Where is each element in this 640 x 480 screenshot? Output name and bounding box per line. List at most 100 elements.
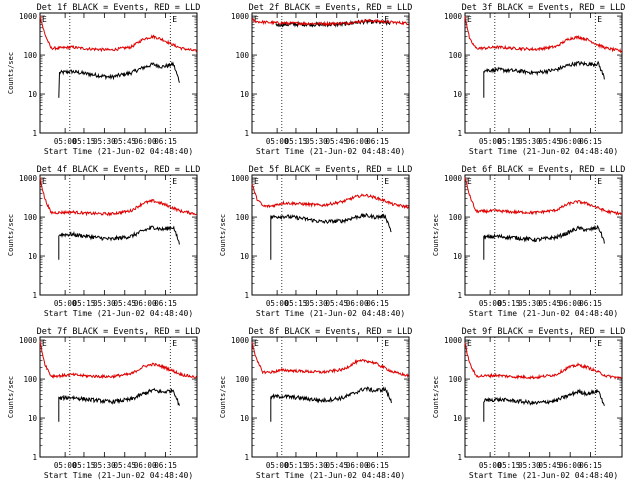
x-tick-label: 06:00 <box>559 137 582 146</box>
plot-frame <box>251 12 410 134</box>
series-line-lld <box>251 183 409 210</box>
x-tick-label: 05:30 <box>305 461 328 470</box>
y-tick-label: 10 <box>453 90 463 99</box>
y-tick-label: 100 <box>23 51 37 60</box>
x-tick-label: 06:00 <box>134 299 157 308</box>
series-line-events <box>270 212 392 260</box>
marker-e-right: E <box>597 177 602 186</box>
y-tick-label: 1000 <box>444 336 463 345</box>
x-tick-label: 05:45 <box>538 299 561 308</box>
x-tick-label: 06:00 <box>346 461 369 470</box>
x-tick-label: 06:15 <box>579 299 602 308</box>
plot-frame <box>251 336 410 458</box>
x-tick-label: 06:00 <box>559 299 582 308</box>
x-axis-label: Start Time (21-Jun-02 04:48:40) <box>44 147 193 156</box>
x-tick-label: 05:45 <box>325 137 348 146</box>
series-line-lld <box>39 15 197 53</box>
plot-frame <box>464 174 623 296</box>
marker-e-left: E <box>467 15 472 24</box>
x-tick-label: 05:30 <box>93 299 116 308</box>
x-tick-label: 05:00 <box>266 137 289 146</box>
x-tick-label: 05:45 <box>538 137 561 146</box>
chart-title: Det 7f BLACK = Events, RED = LLD <box>37 327 201 337</box>
series-line-lld <box>464 177 622 216</box>
marker-e-left: E <box>42 177 47 186</box>
plot-frame <box>251 174 410 296</box>
y-tick-label: 100 <box>448 51 462 60</box>
series-line-events <box>483 224 605 260</box>
series-line-events <box>58 387 180 422</box>
y-tick-label: 10 <box>28 414 38 423</box>
marker-e-left: E <box>254 339 259 348</box>
x-axis-label: Start Time (21-Jun-02 04:48:40) <box>469 471 618 480</box>
marker-e-right: E <box>384 339 389 348</box>
y-tick-label: 1 <box>32 453 37 462</box>
x-tick-label: 05:45 <box>538 461 561 470</box>
panel-det-4: Det 4f BLACK = Events, RED = LLD 1 10 100 10… <box>7 165 200 318</box>
y-axis-label: Counts/sec <box>7 214 15 256</box>
x-axis-label: Start Time (21-Jun-02 04:48:40) <box>256 309 405 318</box>
x-tick-label: 05:30 <box>305 137 328 146</box>
x-tick-label: 06:00 <box>346 299 369 308</box>
series-line-lld <box>464 342 622 380</box>
x-tick-label: 05:45 <box>325 299 348 308</box>
chart-title: Det 8f BLACK = Events, RED = LLD <box>249 327 413 337</box>
series-line-lld <box>39 340 197 380</box>
x-tick-label: 05:30 <box>93 137 116 146</box>
series-line-lld <box>39 177 197 217</box>
y-tick-label: 100 <box>23 213 37 222</box>
panel-det-6: Det 6f BLACK = Events, RED = LLD 1 10 100 10… <box>432 165 625 318</box>
y-tick-label: 100 <box>448 375 462 384</box>
series-line-lld <box>251 18 409 27</box>
x-tick-label: 06:15 <box>154 461 177 470</box>
x-tick-label: 05:00 <box>266 299 289 308</box>
chart-title: Det 1f BLACK = Events, RED = LLD <box>37 3 201 13</box>
panel-det-7: Det 7f BLACK = Events, RED = LLD 1 10 100 10… <box>7 327 200 480</box>
x-tick-label: 05:45 <box>113 461 136 470</box>
y-tick-label: 10 <box>453 252 463 261</box>
marker-e-left: E <box>254 177 259 186</box>
marker-e-right: E <box>172 177 177 186</box>
chart-title: Det 5f BLACK = Events, RED = LLD <box>249 165 413 175</box>
y-tick-label: 10 <box>240 414 250 423</box>
x-tick-label: 06:00 <box>134 137 157 146</box>
x-tick-label: 05:00 <box>266 461 289 470</box>
y-tick-label: 10 <box>28 252 38 261</box>
series-line-events <box>270 386 392 422</box>
x-tick-label: 05:15 <box>73 299 96 308</box>
plot-frame <box>39 336 198 458</box>
x-tick-label: 06:15 <box>366 137 389 146</box>
x-tick-label: 05:00 <box>54 299 77 308</box>
x-tick-label: 05:00 <box>479 137 502 146</box>
x-tick-label: 05:15 <box>498 137 521 146</box>
series-line-events <box>483 388 605 422</box>
y-tick-label: 1000 <box>19 174 38 183</box>
chart-title: Det 2f BLACK = Events, RED = LLD <box>249 3 413 13</box>
y-tick-label: 1 <box>32 129 37 138</box>
plot-frame <box>464 12 623 134</box>
y-axis-label: Counts/sec <box>7 376 15 418</box>
panel-det-5: Det 5f BLACK = Events, RED = LLD 1 10 100 10… <box>219 165 412 318</box>
y-axis-label: Counts/sec <box>432 214 440 256</box>
panel-det-1: Det 1f BLACK = Events, RED = LLD 1 10 100 10… <box>7 3 200 156</box>
x-tick-label: 05:15 <box>285 137 308 146</box>
marker-e-left: E <box>42 339 47 348</box>
x-tick-label: 06:15 <box>154 299 177 308</box>
x-tick-label: 05:30 <box>518 299 541 308</box>
x-tick-label: 05:15 <box>73 461 96 470</box>
y-tick-label: 1000 <box>231 336 250 345</box>
panel-det-8: Det 8f BLACK = Events, RED = LLD 1 10 100 10… <box>219 327 412 480</box>
series-line-events <box>58 225 180 260</box>
marker-e-left: E <box>467 177 472 186</box>
y-tick-label: 1000 <box>444 174 463 183</box>
plot-frame <box>39 12 198 134</box>
chart-title: Det 6f BLACK = Events, RED = LLD <box>462 165 626 175</box>
y-tick-label: 1000 <box>19 336 38 345</box>
series-line-lld <box>251 341 409 379</box>
x-tick-label: 05:30 <box>518 137 541 146</box>
series-line-events <box>58 60 180 98</box>
x-tick-label: 05:15 <box>285 461 308 470</box>
x-tick-label: 05:00 <box>479 461 502 470</box>
marker-e-right: E <box>172 339 177 348</box>
